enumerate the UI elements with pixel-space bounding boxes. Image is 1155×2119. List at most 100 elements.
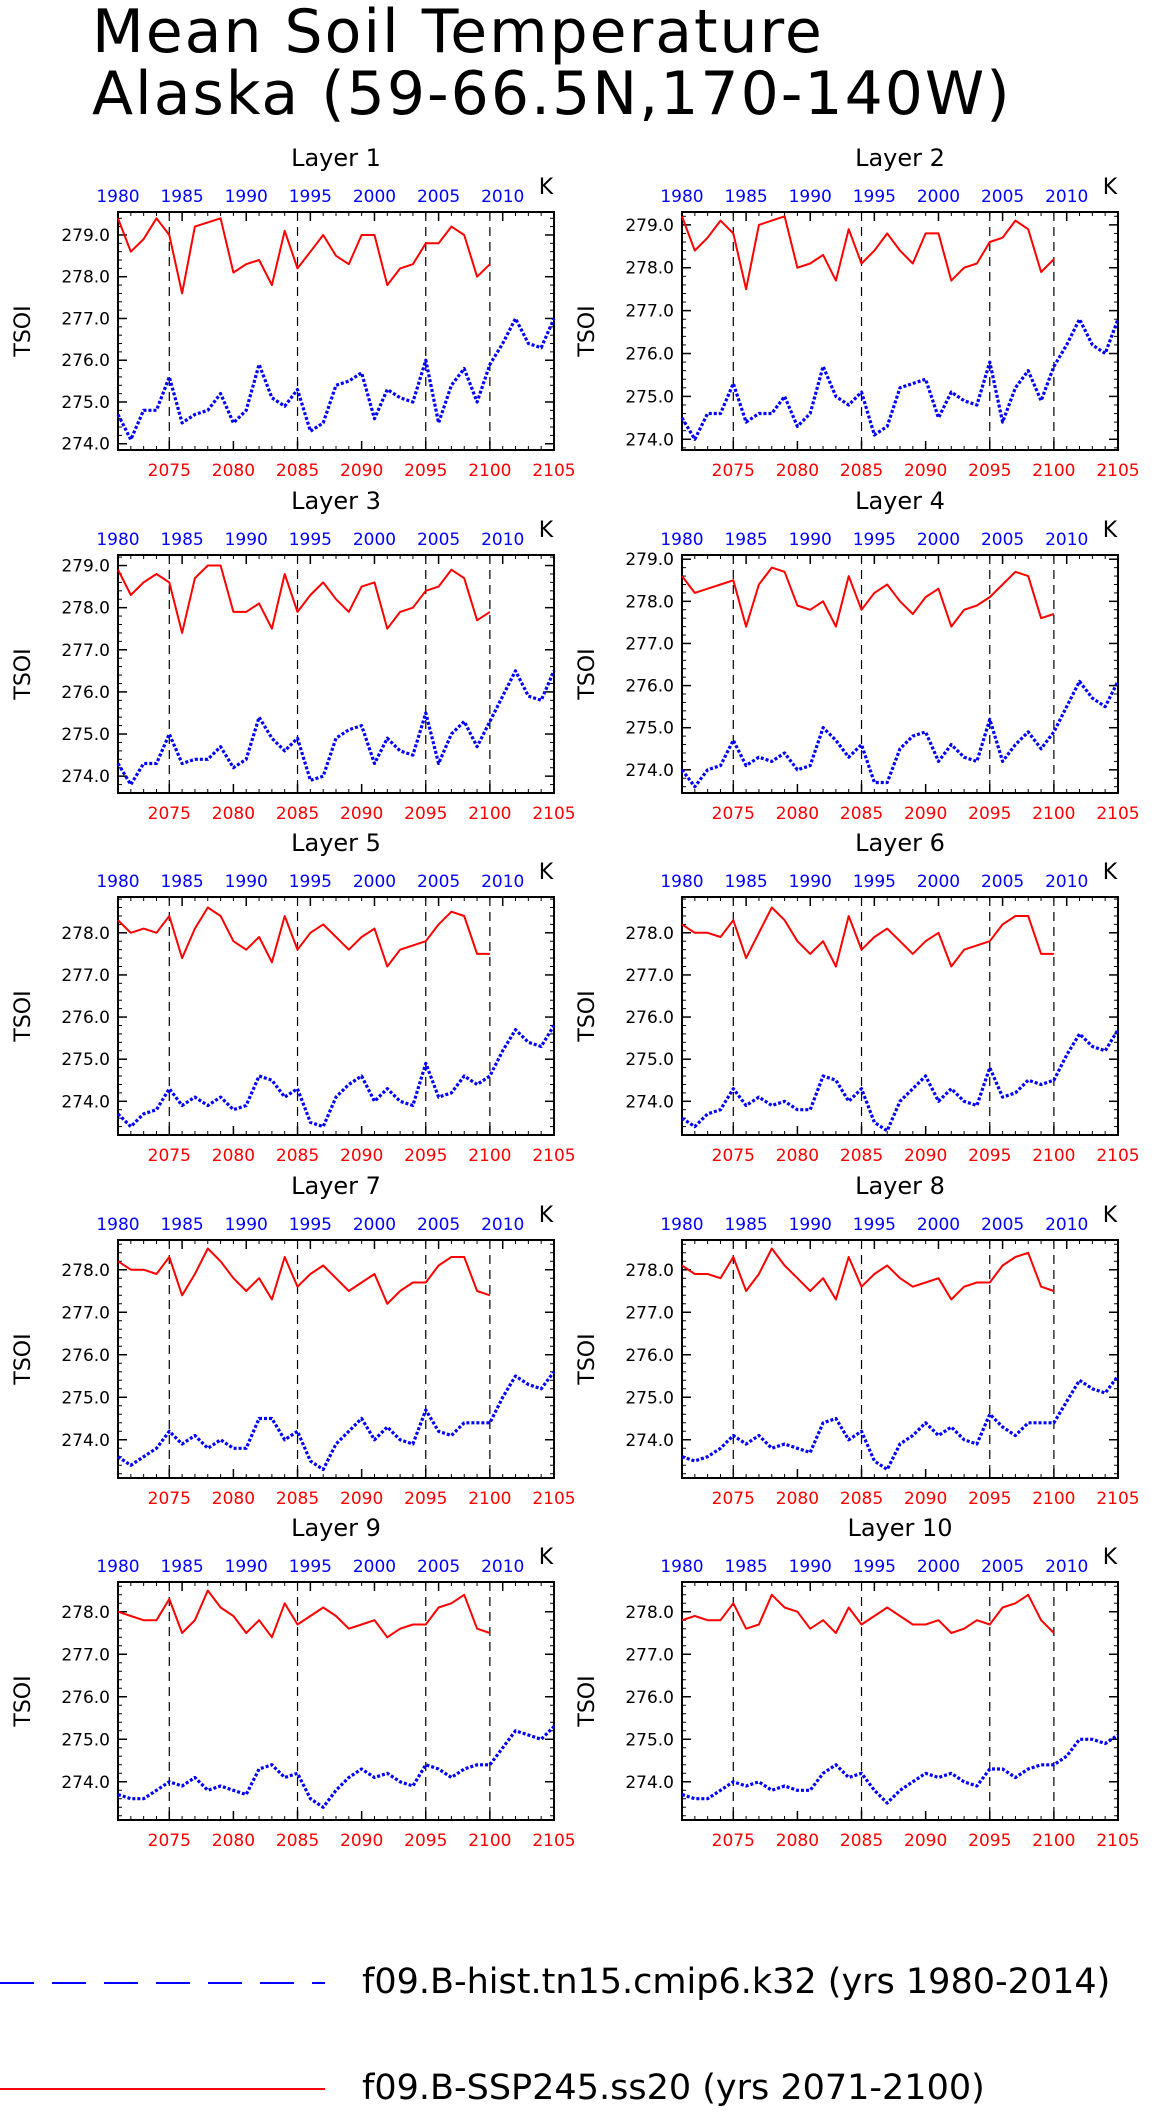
top-x-tick-label: 1990 <box>789 1557 832 1577</box>
series-line-ssp245 <box>117 906 490 968</box>
top-x-tick-label: 1980 <box>96 187 139 207</box>
bottom-x-tick-label: 2105 <box>532 804 575 824</box>
y-tick-label: 276.0 <box>625 345 674 365</box>
top-x-tick-label: 1990 <box>225 1215 268 1235</box>
bottom-x-tick-label: 2100 <box>468 1146 511 1166</box>
top-x-tick-label: 1990 <box>789 1215 832 1235</box>
y-tick-label: 277.0 <box>625 1303 674 1323</box>
y-axis-label: TSOI <box>575 990 600 1042</box>
panel-title: Layer 7 <box>291 1172 381 1200</box>
top-x-tick-label: 1990 <box>789 530 832 550</box>
top-x-tick-label: 1980 <box>660 1215 703 1235</box>
bottom-x-tick-label: 2095 <box>968 1489 1011 1509</box>
y-tick-label: 278.0 <box>61 1603 110 1623</box>
legend-swatch-ssp <box>0 2088 325 2090</box>
top-x-tick-label: 2010 <box>1045 1557 1088 1577</box>
units-label: K <box>1103 175 1118 200</box>
figure-title-line-2: Alaska (59-66.5N,170-140W) <box>92 59 1012 129</box>
bottom-x-tick-label: 2100 <box>1032 1489 1075 1509</box>
legend-swatch-hist <box>0 1982 325 1984</box>
bottom-x-tick-label: 2105 <box>1096 461 1139 481</box>
series-line-ssp245 <box>681 906 1054 968</box>
bottom-x-tick-label: 2090 <box>904 1489 947 1509</box>
panel-layer-6: Layer 6 K TSOI 2075 2080 2085 2090 2095 2100 2105… <box>575 829 1140 1166</box>
series-line-hist <box>680 679 1120 789</box>
top-x-tick-label: 2010 <box>1045 530 1088 550</box>
series-line-hist <box>681 1733 1119 1805</box>
top-x-tick-label: 2005 <box>417 1557 460 1577</box>
bottom-x-tick-label: 2075 <box>712 804 755 824</box>
y-tick-label: 278.0 <box>61 1261 110 1281</box>
top-x-tick-label: 2000 <box>917 530 960 550</box>
units-label: K <box>539 1203 554 1228</box>
panel-layer-4: Layer 4 K TSOI 2075 2080 2085 2090 2095 2100 2105… <box>575 487 1140 824</box>
top-x-tick-label: 2000 <box>917 1215 960 1235</box>
y-axis-label: TSOI <box>11 990 36 1042</box>
bottom-x-tick-label: 2085 <box>276 461 319 481</box>
bottom-x-tick-label: 2100 <box>1032 1831 1075 1851</box>
y-tick-label: 279.0 <box>61 226 110 246</box>
series-line-ssp245 <box>681 566 1055 628</box>
top-x-tick-label: 2005 <box>981 1557 1024 1577</box>
bottom-x-tick-label: 2080 <box>212 1146 255 1166</box>
series-line-hist <box>116 316 556 442</box>
bottom-x-tick-label: 2090 <box>340 1489 383 1509</box>
top-x-tick-label: 2005 <box>981 872 1024 892</box>
y-tick-label: 276.0 <box>61 351 110 371</box>
top-x-tick-label: 2005 <box>981 187 1024 207</box>
units-label: K <box>1103 1545 1118 1570</box>
y-tick-label: 274.0 <box>61 435 110 455</box>
bottom-x-tick-label: 2085 <box>840 1489 883 1509</box>
panel-layer-2: Layer 2 K TSOI 2075 2080 2085 2090 2095 2100 2105… <box>575 144 1140 481</box>
top-x-tick-label: 2010 <box>481 187 524 207</box>
y-tick-label: 275.0 <box>61 393 110 413</box>
top-x-tick-label: 1980 <box>660 530 703 550</box>
y-tick-label: 274.0 <box>625 1092 674 1112</box>
top-x-tick-label: 2005 <box>981 530 1024 550</box>
y-tick-label: 277.0 <box>625 302 674 322</box>
top-x-tick-label: 1995 <box>853 530 896 550</box>
bottom-x-tick-label: 2090 <box>904 1831 947 1851</box>
panel-title: Layer 4 <box>855 487 945 515</box>
top-x-tick-label: 2000 <box>353 530 396 550</box>
top-x-tick-label: 2010 <box>481 1215 524 1235</box>
y-tick-label: 276.0 <box>61 1008 110 1028</box>
bottom-x-tick-label: 2090 <box>340 804 383 824</box>
plot-frame <box>117 554 555 794</box>
y-tick-label: 276.0 <box>625 677 674 697</box>
series-line-hist <box>680 317 1120 441</box>
plot-frame <box>117 211 555 451</box>
bottom-x-tick-label: 2085 <box>276 1146 319 1166</box>
y-tick-label: 278.0 <box>61 599 110 619</box>
top-x-tick-label: 1995 <box>289 187 332 207</box>
top-x-tick-label: 1980 <box>96 1557 139 1577</box>
series-line-hist <box>116 669 556 787</box>
bottom-x-tick-label: 2095 <box>404 1489 447 1509</box>
y-axis-label: TSOI <box>575 1333 600 1385</box>
bottom-x-tick-label: 2075 <box>148 461 191 481</box>
panel-title: Layer 3 <box>291 487 381 515</box>
y-tick-label: 276.0 <box>625 1008 674 1028</box>
top-x-tick-label: 2000 <box>917 187 960 207</box>
bottom-x-tick-label: 2075 <box>712 1831 755 1851</box>
top-x-tick-label: 1995 <box>289 530 332 550</box>
bottom-x-tick-label: 2090 <box>340 461 383 481</box>
top-x-tick-label: 1985 <box>160 530 203 550</box>
bottom-x-tick-label: 2100 <box>468 461 511 481</box>
series-line-ssp245 <box>117 1247 491 1305</box>
top-x-tick-label: 1985 <box>160 1557 203 1577</box>
bottom-x-tick-label: 2075 <box>712 461 755 481</box>
top-x-tick-label: 2000 <box>917 1557 960 1577</box>
panel-title: Layer 1 <box>291 144 381 172</box>
y-tick-label: 278.0 <box>61 924 110 944</box>
bottom-x-tick-label: 2085 <box>276 1489 319 1509</box>
bottom-x-tick-label: 2100 <box>468 1831 511 1851</box>
top-x-tick-label: 1995 <box>853 187 896 207</box>
bottom-x-tick-label: 2085 <box>840 1831 883 1851</box>
bottom-x-tick-label: 2100 <box>468 804 511 824</box>
top-x-tick-label: 2000 <box>917 872 960 892</box>
panel-layer-5: Layer 5 K TSOI 2075 2080 2085 2090 2095 2100 2105… <box>11 829 576 1166</box>
series-line-hist <box>681 1375 1120 1472</box>
y-tick-label: 275.0 <box>625 1730 674 1750</box>
